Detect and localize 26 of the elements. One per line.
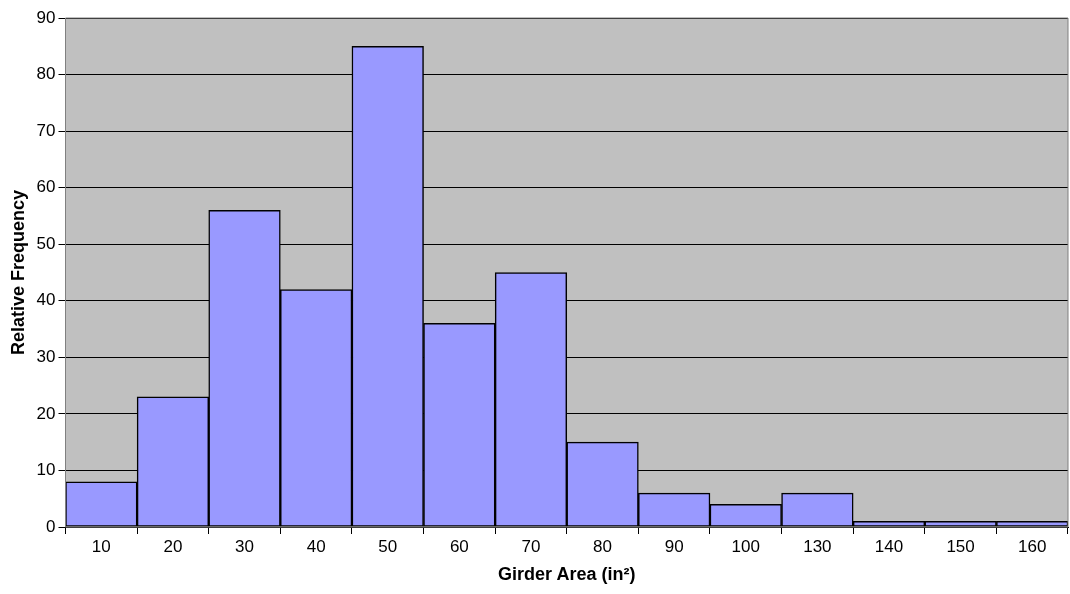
y-tick-label: 70 xyxy=(36,120,56,140)
y-tick-label: 30 xyxy=(36,347,56,367)
x-tick-label: 50 xyxy=(378,536,398,556)
y-tick-label: 0 xyxy=(46,516,56,536)
y-tick-label: 60 xyxy=(36,177,56,197)
x-tick-label: 70 xyxy=(521,536,541,556)
y-tick-label: 40 xyxy=(36,290,56,310)
y-tick-label: 80 xyxy=(36,64,56,84)
x-tick-label: 140 xyxy=(874,536,904,556)
y-axis-title: Relative Frequency xyxy=(7,189,28,356)
x-tick-label: 30 xyxy=(235,536,254,556)
x-tick-label: 130 xyxy=(803,536,832,556)
x-tick-label: 20 xyxy=(163,536,183,556)
y-tick-label: 90 xyxy=(36,7,56,27)
x-tick-label: 80 xyxy=(593,536,613,556)
x-tick-label: 160 xyxy=(1018,536,1047,556)
x-tick-label: 100 xyxy=(731,536,760,556)
x-tick-label: 60 xyxy=(449,536,469,556)
x-axis-title: Girder Area (in²) xyxy=(498,564,636,585)
x-tick-label: 40 xyxy=(306,536,326,556)
x-tick-label: 10 xyxy=(91,536,111,556)
y-tick-label: 50 xyxy=(36,233,56,253)
x-tick-label: 90 xyxy=(664,536,684,556)
y-tick-label: 20 xyxy=(36,403,56,423)
y-tick-label: 10 xyxy=(36,460,56,480)
x-tick-label: 150 xyxy=(946,536,975,556)
